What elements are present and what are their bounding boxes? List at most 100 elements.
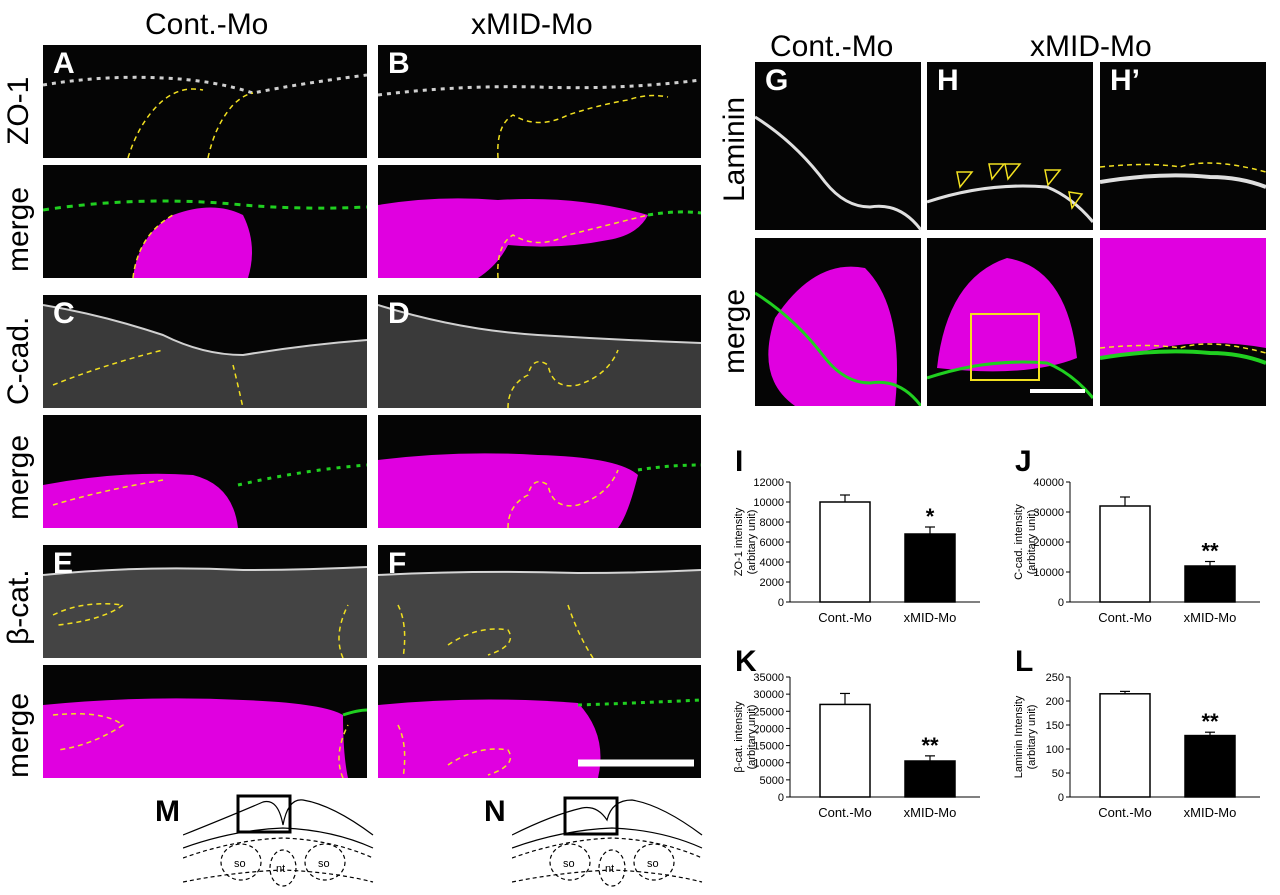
bar [819,501,871,603]
y-tick-label: 0 [778,597,784,609]
y-tick-label: 0 [1058,792,1064,804]
y-tick-label: 12000 [753,477,784,489]
y-tick-label: 0 [778,792,784,804]
y-tick-label: 10000 [753,758,784,770]
column-header-xmid-mo-right: xMID-Mo [1030,30,1152,63]
panel-label-e: E [53,547,74,580]
category-label: Cont.-Mo [818,610,871,625]
category-label: xMID-Mo [904,805,957,820]
micrograph-panel-merge-g [755,238,921,406]
panel-label-h: H [937,64,959,97]
schematic-n: so nt so [511,790,712,890]
bar [904,533,956,603]
y-axis-label-line: ZO-1 intensity [733,507,745,576]
y-tick-label: 40000 [1033,477,1064,489]
micrograph-panel-b: B [378,45,701,158]
category-label: Cont.-Mo [818,805,871,820]
panel-label-a: A [53,47,75,80]
row-label-zo1: ZO-1 [2,76,35,145]
bar-chart-j: 0 10000 20000 30000 40000 C-cad. intensity (ar… [1000,470,1280,640]
y-tick-label: 250 [1046,672,1064,684]
micrograph-panel-h: H [927,62,1093,230]
schematic-n-label-so-right: so [647,858,659,870]
panel-label-m: M [155,795,180,828]
y-tick-label: 8000 [760,517,784,529]
row-label-merge-3: merge [2,692,35,778]
category-label: xMID-Mo [1184,610,1237,625]
schematic-n-label-nt: nt [605,863,614,875]
bar-chart-k: 0 5000 10000 15000 20000 25000 30000 35000 β-cat… [720,665,1000,835]
panel-label-c: C [53,297,75,330]
y-tick-label: 5000 [760,775,784,787]
bar [904,760,956,798]
panel-label-b: B [388,47,410,80]
row-label-merge-1: merge [2,186,35,272]
y-tick-label: 30000 [1033,507,1064,519]
bar [819,703,871,798]
row-label-merge-2: merge [2,434,35,520]
schematic-n-label-so-left: so [563,858,575,870]
bar-chart-l: 0 50 100 150 200 250 Laminin Intensity (arbitar… [1000,665,1280,835]
y-tick-label: 10000 [1033,567,1064,579]
y-axis-label: ZO-1 intensity (arbitary unit) [733,507,758,576]
panel-label-n: N [484,795,506,828]
micrograph-panel-merge-d [378,415,701,528]
y-tick-label: 35000 [753,672,784,684]
schematic-m-label-nt: nt [276,863,285,875]
schematic-m: so nt so [182,790,383,890]
micrograph-panel-e: E [43,545,367,658]
micrograph-panel-g: G [755,62,921,230]
row-label-ccad: C-cad. [2,316,35,405]
micrograph-panel-d: D [378,295,701,408]
y-axis-label: Laminin Intensity (arbitary unit) [1013,695,1038,778]
y-tick-label: 10000 [753,497,784,509]
category-label: Cont.-Mo [1098,805,1151,820]
y-tick-label: 20000 [753,723,784,735]
y-tick-label: 150 [1046,720,1064,732]
y-axis-label: β-cat. intensity (arbitary unit) [733,701,758,773]
bar [1184,565,1236,603]
y-axis-label-line: C-cad. intensity [1013,504,1025,580]
y-axis-label: C-cad. intensity (arbitary unit) [1013,504,1038,580]
y-axis-label-line: Laminin Intensity [1013,695,1025,778]
y-tick-label: 50 [1052,768,1064,780]
significance-marker: ** [921,733,939,758]
panel-label-l: L [1015,645,1034,678]
micrograph-panel-merge-e [43,665,367,778]
category-label: Cont.-Mo [1098,610,1151,625]
row-label-bcat: β-cat. [2,569,35,645]
micrograph-panel-c: C [43,295,367,408]
micrograph-panel-merge-c [43,415,367,528]
y-tick-label: 20000 [1033,537,1064,549]
micrograph-panel-merge-b [378,165,701,278]
y-axis-label-line: (arbitary unit) [1026,510,1038,575]
category-label: xMID-Mo [1184,805,1237,820]
schematic-m-label-so-left: so [234,858,246,870]
row-label-laminin: Laminin [718,96,751,202]
y-tick-label: 25000 [753,706,784,718]
micrograph-panel-f: F [378,545,701,658]
y-tick-label: 2000 [760,577,784,589]
y-tick-label: 4000 [760,557,784,569]
y-axis-label-line: β-cat. intensity [733,701,745,773]
y-tick-label: 200 [1046,696,1064,708]
panel-label-k: K [735,645,757,678]
significance-marker: * [926,504,935,529]
row-label-merge-4: merge [718,288,751,374]
micrograph-panel-h-prime: H’ [1100,62,1266,230]
panel-label-d: D [388,297,410,330]
micrograph-panel-merge-a [43,165,367,278]
bar-chart-i: 0 2000 4000 6000 8000 10000 12000 ZO-1 intensit… [720,470,1000,640]
column-header-cont-mo-right: Cont.-Mo [770,30,894,63]
y-tick-label: 0 [1058,597,1064,609]
bar [1099,505,1151,603]
y-axis-label-line: (arbitary unit) [1026,705,1038,770]
micrograph-panel-a: A [43,45,367,158]
bar [1184,734,1236,798]
micrograph-panel-merge-h [927,238,1093,406]
y-tick-label: 15000 [753,741,784,753]
y-axis-label-line: (arbitary unit) [746,510,758,575]
panel-label-i: I [735,445,744,478]
panel-label-g: G [765,64,789,97]
panel-label-j: J [1015,445,1032,478]
